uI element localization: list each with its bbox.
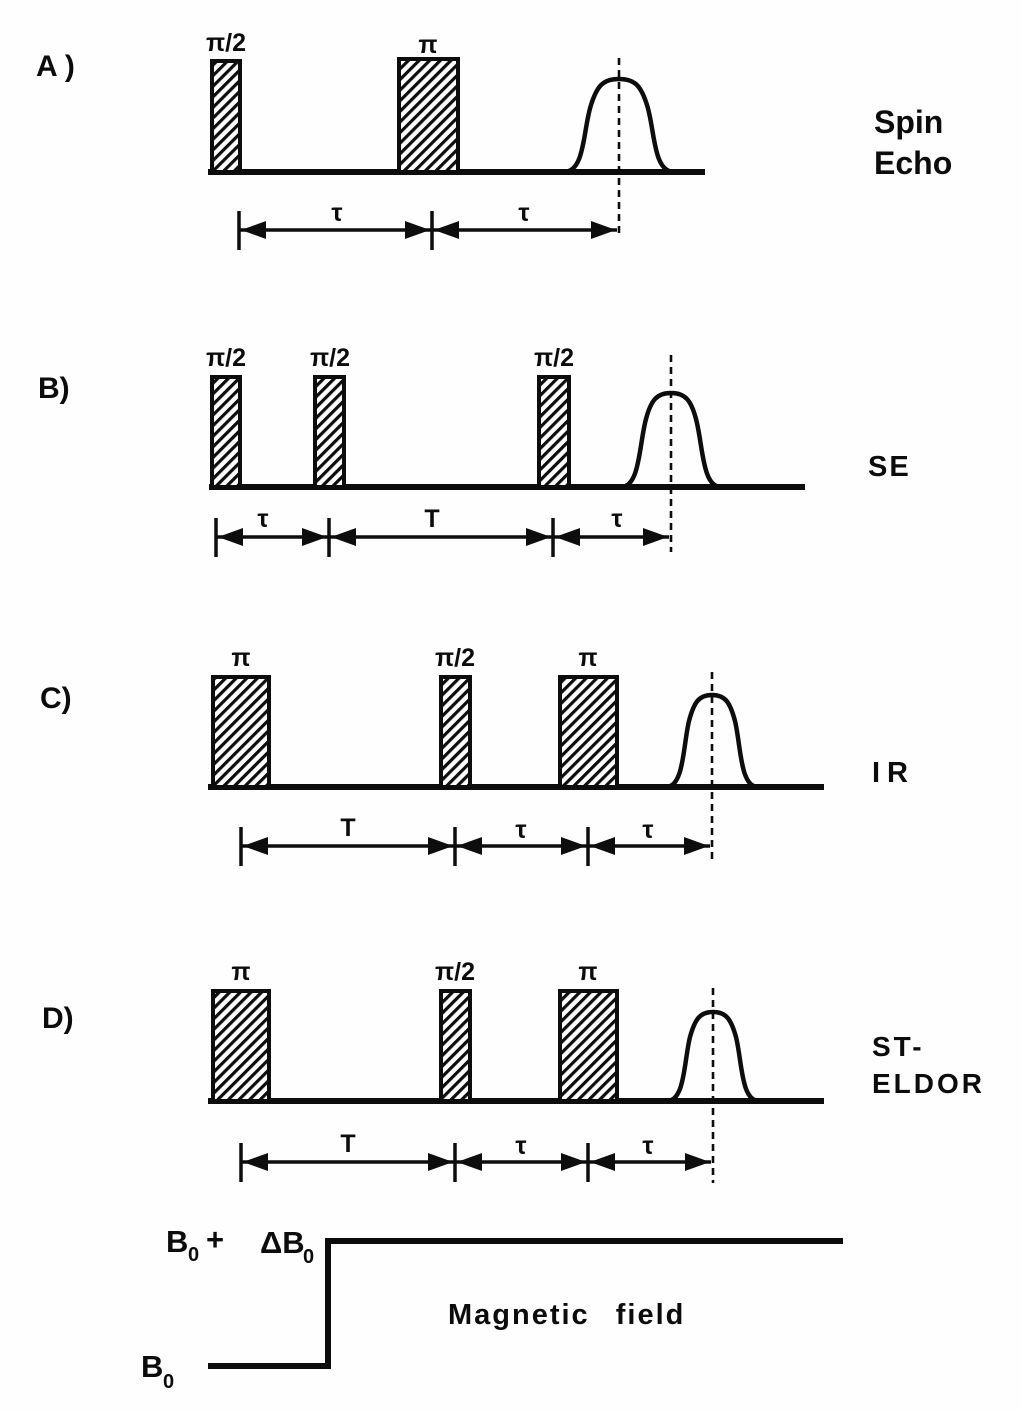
panel-d-pulse-3 [558, 989, 619, 1103]
panel-c-arrow-t3-right [561, 837, 586, 855]
panel-c-pulse-2-label: π/2 [435, 644, 475, 672]
panel-a-echo-curve [561, 76, 677, 175]
panel-a-pulse-1-label: π/2 [206, 29, 246, 57]
panel-d-arrow-t2-left [457, 1153, 482, 1171]
panel-d-arrow-t3-right [561, 1153, 586, 1171]
panel-c-arrow-t3-left [590, 837, 615, 855]
field-delta-sub: 0 [303, 1246, 314, 1268]
panel-d-pulse-3-label: π [578, 958, 597, 986]
panel-c-pulse-1 [211, 675, 271, 789]
panel-d-pulse-2 [439, 989, 472, 1103]
panel-c-arrow-left [243, 837, 268, 855]
panel-d-interval-2-label: τ [515, 1132, 526, 1160]
panel-a-pulse-1 [210, 59, 242, 174]
panel-c-interval-2-label: τ [515, 816, 526, 844]
panel-b-pulse-3-label: π/2 [534, 344, 574, 372]
panel-a-arrow-left [241, 221, 266, 239]
panel-a-technique-line-2: Echo [874, 145, 952, 181]
field-step-trace [208, 1238, 843, 1369]
panel-c-interval-1-label: T [340, 814, 355, 842]
panel-c-pulse-3-label: π [578, 644, 597, 672]
panel-b-pulse-1-label: π/2 [206, 344, 246, 372]
field-high-label: B 0 + ΔB 0 [166, 1222, 314, 1268]
panel-a-arrow-mid-left [434, 221, 459, 239]
panel-b-pulse-2 [313, 375, 346, 489]
panel-b-arrow-t3-left [555, 528, 580, 546]
field-low-label: B 0 [141, 1349, 174, 1393]
panel-b-echo-curve [618, 390, 724, 490]
panel-d-pulse-1-label: π [231, 958, 250, 986]
panel-c-technique-line-1: IR [872, 757, 915, 789]
panel-d-interval-1-label: T [340, 1130, 355, 1158]
panel-a-arrow-mid-right [405, 221, 430, 239]
panel-a-letter: A ) [36, 50, 75, 83]
field-delta-base: ΔB [260, 1225, 305, 1260]
panel-b-letter: B) [38, 372, 70, 405]
panel-d-letter: D) [42, 1002, 74, 1035]
panel-b-arrow-t2-left [331, 528, 356, 546]
panel-a-technique-line-1: Spin [874, 104, 943, 140]
panel-b-interval-1-label: τ [257, 505, 268, 533]
field-title: Magnetic field [448, 1299, 685, 1331]
panel-d-timing: T τ τ [239, 1130, 711, 1182]
panel-c-arrow-right [684, 837, 709, 855]
panel-b: B) π/2 π/2 π/2 τ T τ SE [38, 344, 911, 557]
panel-d-pulse-1 [211, 989, 271, 1103]
panel-d-technique-line-2: ELDOR [872, 1068, 985, 1099]
panel-b-technique-line-1: SE [868, 451, 911, 483]
panel-a: A ) π/2 π τ τ Spin Echo [36, 29, 952, 250]
panel-a-interval-2-label: τ [518, 199, 529, 227]
panel-c-arrow-t2-left [457, 837, 482, 855]
panel-b-arrow-left [218, 528, 243, 546]
panel-b-pulse-2-label: π/2 [310, 344, 350, 372]
panel-c-interval-3-label: τ [642, 816, 653, 844]
panel-c-arrow-t2-right [428, 837, 453, 855]
panel-a-timing: τ τ [237, 199, 617, 250]
panel-c-letter: C) [40, 682, 72, 715]
panel-d-arrow-right [685, 1153, 710, 1171]
panel-b-arrow-t2-right [302, 528, 327, 546]
panel-d-arrow-t2-right [428, 1153, 453, 1171]
field-plus-sign: + [206, 1222, 224, 1257]
panel-c-pulse-2 [439, 675, 472, 789]
field-low-base: B [141, 1349, 163, 1384]
panel-d-interval-3-label: τ [642, 1132, 653, 1160]
panel-d-technique-line-1: ST- [872, 1031, 925, 1062]
panel-b-interval-3-label: τ [611, 505, 622, 533]
panel-d-pulse-2-label: π/2 [435, 958, 475, 986]
field-high-sub: 0 [188, 1244, 199, 1266]
panel-d-arrow-left [243, 1153, 268, 1171]
panel-b-pulse-1 [210, 375, 242, 489]
panel-b-pulse-3 [537, 375, 571, 489]
panel-d-arrow-t3-left [590, 1153, 615, 1171]
panel-c-pulse-3 [558, 675, 619, 789]
panel-a-arrow-right [591, 221, 616, 239]
panel-c-echo-curve [663, 692, 761, 790]
panel-a-interval-1-label: τ [331, 199, 342, 227]
panel-a-pulse-2 [397, 57, 460, 174]
magnetic-field-section: B 0 + ΔB 0 Magnetic field B 0 [141, 1222, 843, 1393]
panel-c: C) π π/2 π T τ τ IR [40, 644, 915, 866]
panel-d-echo-curve [664, 1009, 762, 1104]
panel-b-timing: τ T τ [214, 505, 669, 557]
panel-a-pulse-2-label: π [418, 31, 437, 59]
panel-b-interval-2-label: T [424, 505, 439, 533]
panel-c-pulse-1-label: π [231, 644, 250, 672]
field-low-sub: 0 [163, 1371, 174, 1393]
panel-c-timing: T τ τ [239, 814, 710, 866]
field-high-base: B [166, 1224, 188, 1259]
panel-d: D) π π/2 π T τ τ ST- ELDOR [42, 958, 985, 1183]
panel-b-arrow-t3-right [526, 528, 551, 546]
panel-b-arrow-right [643, 528, 668, 546]
